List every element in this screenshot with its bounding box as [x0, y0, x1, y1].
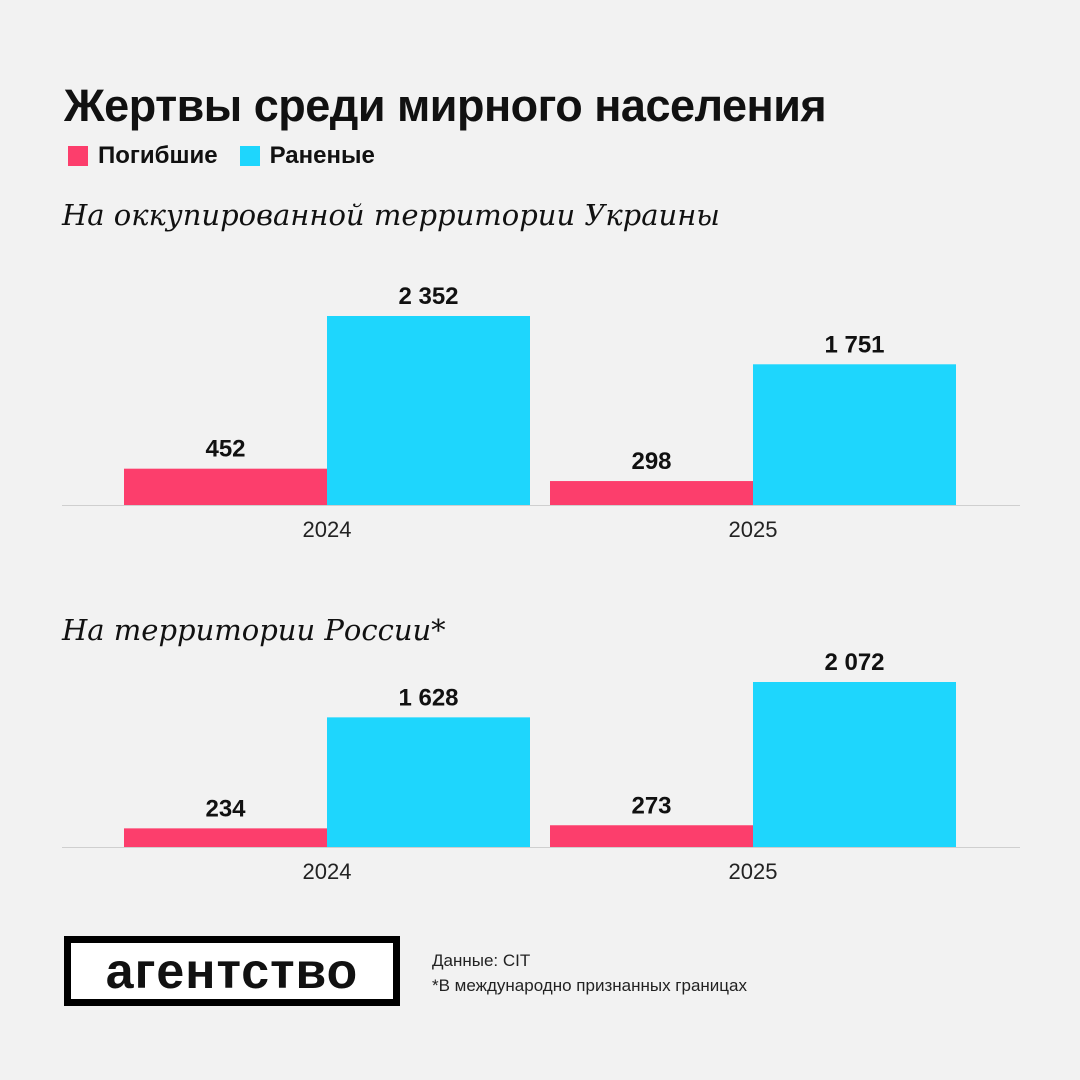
bar-killed-2024: [124, 828, 327, 847]
legend: Погибшие Раненые: [68, 142, 375, 170]
agency-logo: агентство: [64, 936, 400, 1006]
bar-killed-2024: [124, 468, 327, 505]
data-label-killed-2025: 273: [631, 792, 671, 819]
legend-swatch-wounded: [239, 146, 260, 166]
borders-note: *В международно признанных границах: [432, 976, 747, 995]
data-label-wounded-2024: 2 352: [398, 283, 458, 310]
bar-wounded-2025: [753, 682, 956, 847]
bar-wounded-2024: [327, 717, 530, 847]
data-label-killed-2024: 452: [205, 436, 245, 463]
data-label-wounded-2025: 2 072: [824, 649, 884, 676]
page-title: Жертвы среди мирного населения: [64, 80, 827, 131]
data-label-killed-2024: 234: [205, 795, 246, 822]
legend-item-wounded: Раненые: [239, 142, 375, 170]
chart-russia: 234 1 628 2024 273 2 072 2025: [62, 649, 1020, 884]
data-label-wounded-2025: 1 751: [824, 331, 884, 358]
legend-swatch-killed: [68, 146, 88, 166]
tick-label-2025: 2025: [729, 859, 778, 884]
tick-label-2025: 2025: [729, 517, 778, 542]
legend-label-killed: Погибшие: [98, 142, 218, 169]
data-label-killed-2025: 298: [631, 448, 671, 475]
chart-ukraine-occupied: 452 2 352 2024 298 1 751 2025: [62, 283, 1020, 542]
bar-wounded-2025: [753, 364, 956, 505]
legend-label-wounded: Раненые: [269, 142, 375, 169]
chart-2-subtitle: На территории России*: [62, 613, 446, 647]
bar-wounded-2024: [327, 316, 530, 505]
chart-1-subtitle: На оккупированной территории Украины: [62, 198, 720, 232]
tick-label-2024: 2024: [303, 859, 352, 884]
bar-killed-2025: [550, 481, 753, 505]
data-label-wounded-2024: 1 628: [398, 684, 458, 711]
legend-item-killed: Погибшие: [68, 142, 218, 170]
tick-label-2024: 2024: [303, 517, 352, 542]
footnotes: Данные: CIT *В международно признанных г…: [432, 948, 747, 998]
bar-killed-2025: [550, 825, 753, 847]
source-note: Данные: CIT: [432, 951, 531, 970]
